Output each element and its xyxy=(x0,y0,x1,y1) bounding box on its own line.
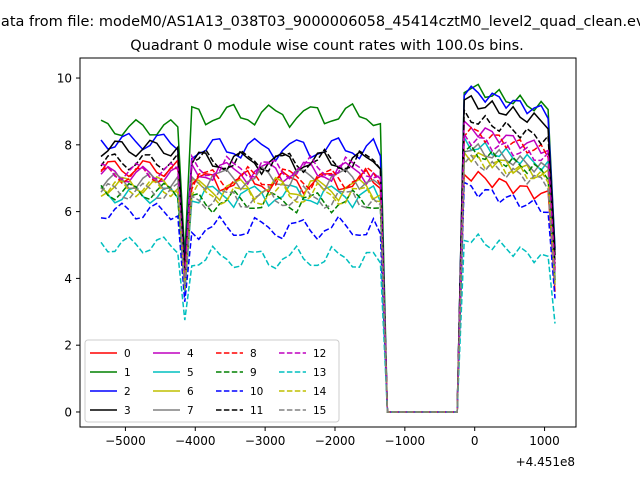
legend-label-14: 14 xyxy=(313,386,327,398)
legend-label-4: 4 xyxy=(187,348,194,360)
legend-label-9: 9 xyxy=(250,367,257,379)
series-line-10 xyxy=(100,181,556,413)
chart-title: Quadrant 0 module wise count rates with … xyxy=(130,38,524,54)
series-line-13 xyxy=(100,232,556,413)
series-line-7 xyxy=(100,142,556,413)
legend-label-6: 6 xyxy=(187,386,194,398)
legend-label-12: 12 xyxy=(313,348,326,360)
x-tick-label: −4000 xyxy=(175,434,216,448)
legend-label-15: 15 xyxy=(313,405,326,417)
legend-box xyxy=(84,339,340,423)
x-tick-label: 1000 xyxy=(529,434,560,448)
series-line-11 xyxy=(100,107,556,413)
legend-label-7: 7 xyxy=(187,405,194,417)
legend-label-2: 2 xyxy=(124,386,131,398)
x-tick-label: 0 xyxy=(471,434,479,448)
legend-label-0: 0 xyxy=(124,348,131,360)
figure-suptitle: Data from file: modeM0/AS1A13_038T03_900… xyxy=(0,14,640,30)
y-tick-label: 2 xyxy=(64,339,72,353)
y-tick-label: 4 xyxy=(64,272,72,286)
series-line-15 xyxy=(100,154,556,413)
legend-label-5: 5 xyxy=(187,367,194,379)
x-tick-label: −3000 xyxy=(245,434,286,448)
series-line-6 xyxy=(100,150,556,413)
legend-label-11: 11 xyxy=(250,405,263,417)
x-axis-offset-label: +4.451e8 xyxy=(516,455,575,469)
legend-label-3: 3 xyxy=(124,405,131,417)
series-line-3 xyxy=(100,94,556,413)
plot-area-frame xyxy=(79,57,577,428)
legend-label-13: 13 xyxy=(313,367,326,379)
series-line-1 xyxy=(100,83,556,413)
legend-label-1: 1 xyxy=(124,367,131,379)
x-tick-label: −1000 xyxy=(385,434,426,448)
legend-label-10: 10 xyxy=(250,386,263,398)
y-tick-label: 8 xyxy=(64,138,72,152)
legend-label-8: 8 xyxy=(250,348,257,360)
series-line-12 xyxy=(100,131,556,413)
x-tick-label: −2000 xyxy=(315,434,356,448)
series-line-0 xyxy=(100,158,556,413)
y-tick-label: 10 xyxy=(57,72,72,86)
y-tick-label: 0 xyxy=(64,405,72,419)
x-axis: −5000 −4000 −3000 −2000 −1000 0 1000 xyxy=(105,427,560,448)
series-line-14 xyxy=(100,155,556,413)
x-tick-label: −5000 xyxy=(105,434,146,448)
series-layer xyxy=(100,83,556,413)
y-axis: 0 2 4 6 8 10 xyxy=(57,72,80,419)
y-tick-label: 6 xyxy=(64,205,72,219)
